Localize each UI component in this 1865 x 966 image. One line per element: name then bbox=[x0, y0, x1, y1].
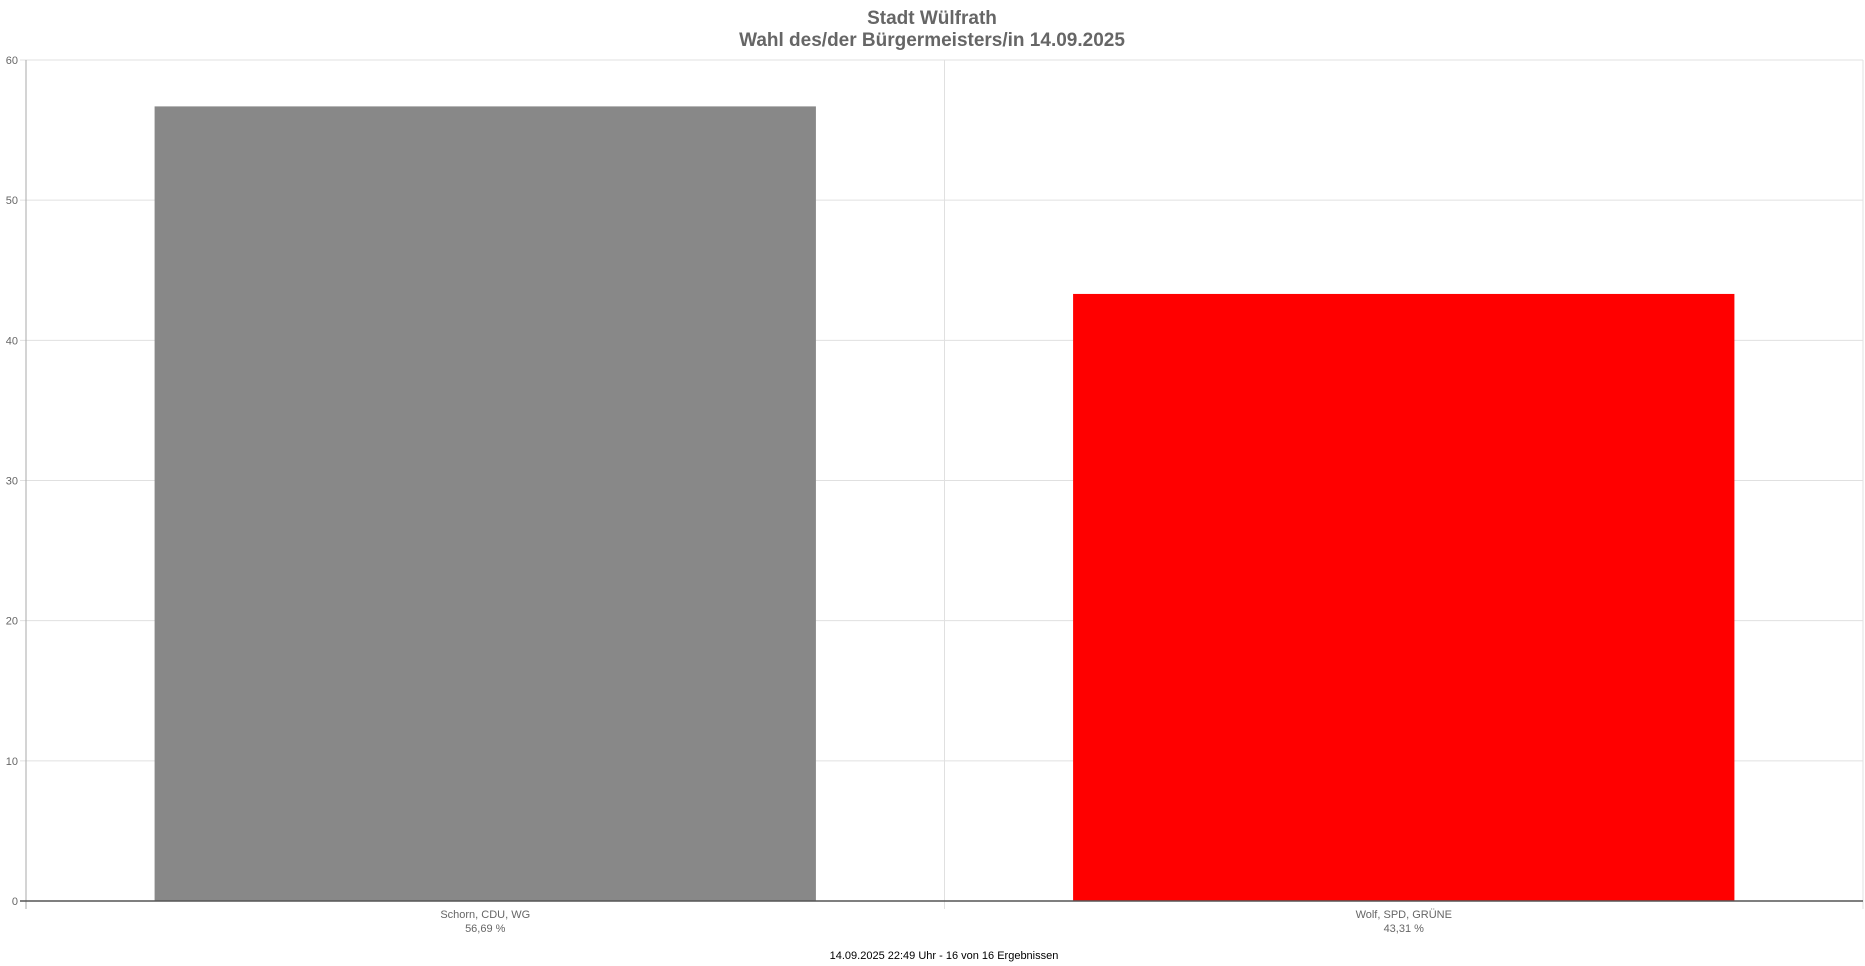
category-label: Wolf, SPD, GRÜNE bbox=[1356, 909, 1452, 921]
y-tick-label: 30 bbox=[6, 476, 18, 488]
category-labels: Schorn, CDU, WG 56,69 % Wolf, SPD, GRÜNE 43… bbox=[440, 909, 1452, 935]
y-tick-label: 60 bbox=[6, 55, 18, 67]
y-tick-label: 40 bbox=[6, 335, 18, 347]
category-label: Schorn, CDU, WG bbox=[440, 909, 530, 921]
value-label: 43,31 % bbox=[1384, 923, 1425, 935]
y-tick-label: 10 bbox=[6, 756, 18, 768]
chart-title: Stadt Wülfrath bbox=[867, 8, 997, 29]
y-tick-label: 20 bbox=[6, 616, 18, 628]
bar[interactable] bbox=[154, 106, 816, 902]
y-tick-label: 0 bbox=[12, 896, 18, 908]
chart-subtitle: Wahl des/der Bürgermeisters/in 14.09.202… bbox=[739, 30, 1125, 51]
bar[interactable] bbox=[1073, 293, 1735, 901]
footer-status: 14.09.2025 22:49 Uhr - 16 von 16 Ergebni… bbox=[830, 950, 1059, 962]
bars bbox=[154, 106, 1735, 902]
y-tick-label: 50 bbox=[6, 195, 18, 207]
value-label: 56,69 % bbox=[465, 923, 506, 935]
axes: 0 10 20 30 40 50 60 bbox=[6, 55, 1863, 909]
